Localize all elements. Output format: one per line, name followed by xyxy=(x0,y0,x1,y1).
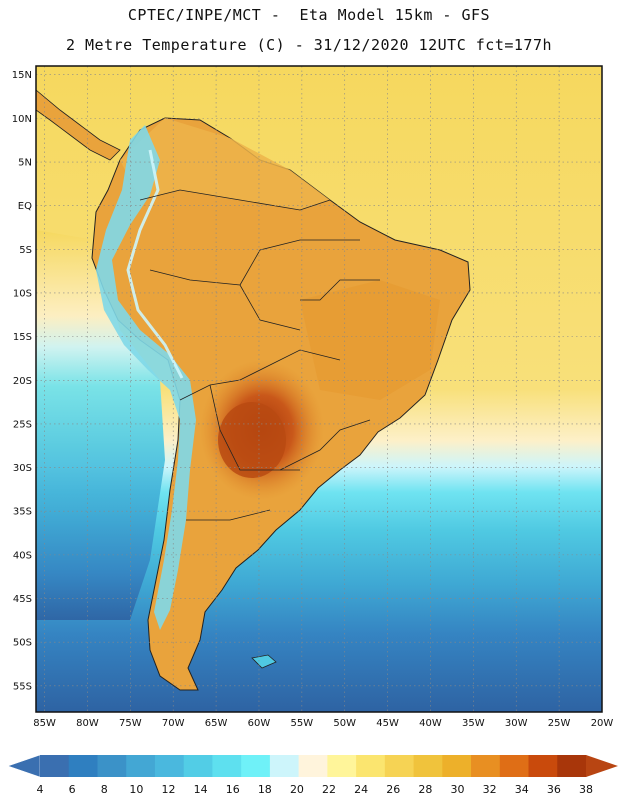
lon-tick-label: 35W xyxy=(462,718,485,729)
lon-tick-label: 45W xyxy=(376,718,399,729)
lon-tick-label: 55W xyxy=(291,718,314,729)
lon-tick-label: 65W xyxy=(205,718,228,729)
colorbar-swatch xyxy=(557,755,587,777)
hot-core-center xyxy=(218,402,286,478)
lat-tick-label: 5N xyxy=(18,158,32,169)
colorbar-label: 24 xyxy=(354,783,368,796)
colorbar-swatch xyxy=(327,755,357,777)
lat-tick-label: 20S xyxy=(13,376,32,387)
lon-tick-label: 80W xyxy=(76,718,99,729)
colorbar-swatch xyxy=(298,755,328,777)
colorbar-swatch xyxy=(68,755,98,777)
lon-tick-label: 25W xyxy=(548,718,571,729)
colorbar-swatch xyxy=(442,755,472,777)
country-borders xyxy=(139,189,380,521)
colorbar-label: 22 xyxy=(322,783,336,796)
colorbar-label: 18 xyxy=(258,783,272,796)
latitude-tick-labels: 15N 10N 5N EQ 5S 10S 15S 20S 25S 30S 35S 40S 45S 50S 5… xyxy=(12,70,32,692)
map-title-line1: CPTEC/INPE/MCT - Eta Model 15km - GFS xyxy=(127,6,491,24)
map-frame xyxy=(35,65,603,713)
lat-tick-label: 5S xyxy=(19,245,32,256)
colorbar-label: 12 xyxy=(161,783,175,796)
colorbar-swatch xyxy=(154,755,185,777)
lat-tick-label: 40S xyxy=(13,550,32,561)
colorbar-min-arrow xyxy=(7,754,41,778)
colorbar-swatch xyxy=(471,755,501,777)
longitude-tick-labels: 85W 80W 75W 70W 65W 60W 55W 50W 45W 40W 35W 30W 25W 2… xyxy=(33,718,613,729)
lon-tick-label: 50W xyxy=(333,718,356,729)
pacific-ocean-field xyxy=(36,230,165,620)
colorbar-max-arrow xyxy=(586,755,618,777)
colorbar-label: 14 xyxy=(194,783,208,796)
falkland-islands xyxy=(251,654,277,669)
lon-tick-label: 70W xyxy=(162,718,185,729)
colorbar-swatch xyxy=(269,755,300,777)
colorbar-swatch xyxy=(499,755,530,777)
colorbar-label: 36 xyxy=(547,783,561,796)
colorbar-label: 10 xyxy=(129,783,143,796)
colorbar-label: 30 xyxy=(451,783,465,796)
central-america-land xyxy=(36,89,121,161)
northern-warm-band xyxy=(120,118,330,210)
map-title-line2: 2 Metre Temperature (C) - 31/12/2020 12U… xyxy=(65,36,553,54)
lat-tick-label: EQ xyxy=(18,201,32,212)
colorbar-swatch xyxy=(241,755,271,777)
colorbar-swatch xyxy=(40,755,70,777)
andes-cold-strip xyxy=(96,125,196,630)
lat-tick-label: 50S xyxy=(13,638,32,649)
colorbar-swatch xyxy=(528,755,558,777)
colorbar-swatch xyxy=(384,755,415,777)
lat-tick-label: 10N xyxy=(12,114,32,125)
lat-tick-label: 55S xyxy=(13,681,32,692)
colorbar-swatch xyxy=(356,755,386,777)
colorbar-swatch xyxy=(212,755,242,777)
temperature-colorbar: 4 6 8 10 12 14 16 18 20 22 24 26 28 30 32 34 36 38 xyxy=(7,754,618,796)
lat-tick-label: 45S xyxy=(13,594,32,605)
lon-tick-label: 30W xyxy=(505,718,528,729)
colorbar-label: 26 xyxy=(386,783,400,796)
colorbar-label: 16 xyxy=(226,783,240,796)
lon-tick-label: 20W xyxy=(591,718,614,729)
andes-crest-line xyxy=(126,149,184,379)
colorbar-label: 6 xyxy=(69,783,76,796)
colorbar-label: 28 xyxy=(418,783,432,796)
lat-tick-label: 15S xyxy=(13,332,32,343)
colorbar-swatch xyxy=(183,755,213,777)
colorbar-label: 4 xyxy=(37,783,44,796)
colorbar-label: 38 xyxy=(579,783,593,796)
lon-tick-label: 40W xyxy=(419,718,442,729)
brazil-interior-field xyxy=(300,280,440,400)
colorbar-label: 20 xyxy=(290,783,304,796)
colorbar-label: 32 xyxy=(483,783,497,796)
lat-tick-label: 25S xyxy=(13,419,32,430)
lat-tick-label: 30S xyxy=(13,463,32,474)
lon-tick-label: 85W xyxy=(33,718,56,729)
colorbar-label: 8 xyxy=(101,783,108,796)
lat-tick-label: 15N xyxy=(12,70,32,81)
colorbar-swatch xyxy=(413,755,443,777)
lon-tick-label: 75W xyxy=(119,718,142,729)
lon-tick-label: 60W xyxy=(248,718,271,729)
colorbar-swatch xyxy=(97,755,127,777)
lat-tick-label: 35S xyxy=(13,507,32,518)
lat-tick-label: 10S xyxy=(13,288,32,299)
colorbar-swatch xyxy=(126,755,156,777)
colorbar-label: 34 xyxy=(515,783,529,796)
